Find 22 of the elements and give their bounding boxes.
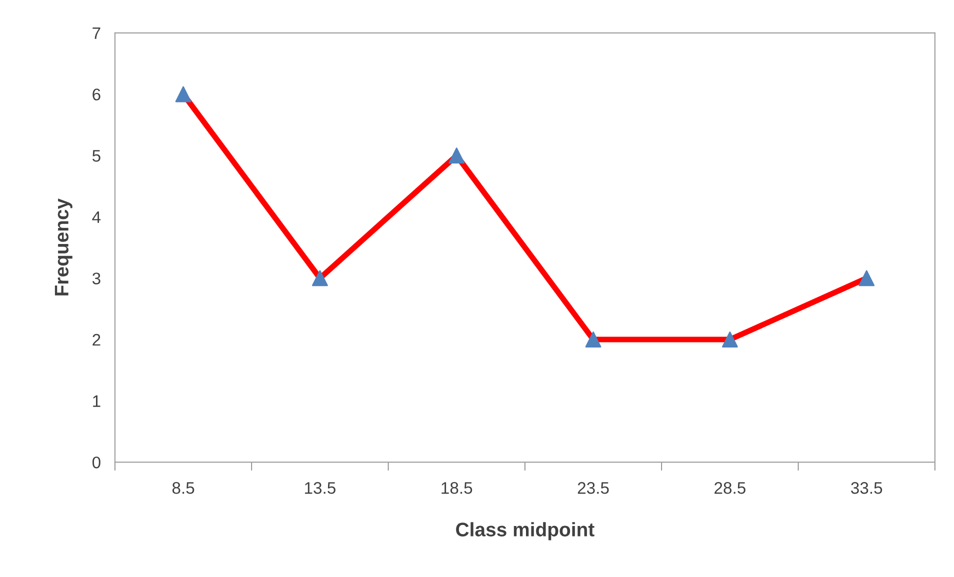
- point: [448, 148, 465, 164]
- x-tick-label: 13.5: [305, 482, 336, 494]
- y-tick-label: 5: [92, 150, 100, 162]
- x-tick-label: 28.5: [714, 482, 746, 494]
- point: [312, 270, 328, 286]
- point: [722, 332, 738, 348]
- y-tick-label: 2: [92, 334, 100, 346]
- y-tick-label: 6: [92, 88, 100, 100]
- x-tick-label: 8.5: [172, 482, 194, 494]
- y-tick-label: 0: [92, 456, 100, 468]
- y-tick-label: 3: [92, 272, 100, 284]
- point: [175, 86, 192, 102]
- x-tick-label: 33.5: [851, 482, 882, 494]
- x-tick-label: 18.5: [442, 482, 472, 494]
- y-tick-label: 7: [92, 27, 100, 39]
- y-tick-label: 1: [93, 395, 100, 407]
- point: [585, 332, 602, 348]
- x-tick-label: 23.5: [578, 482, 609, 494]
- y-axis-title: Frequency: [54, 198, 72, 296]
- point: [858, 270, 875, 286]
- x-axis-title: Class midpoint: [456, 522, 594, 540]
- y-tick-label: 4: [92, 211, 101, 223]
